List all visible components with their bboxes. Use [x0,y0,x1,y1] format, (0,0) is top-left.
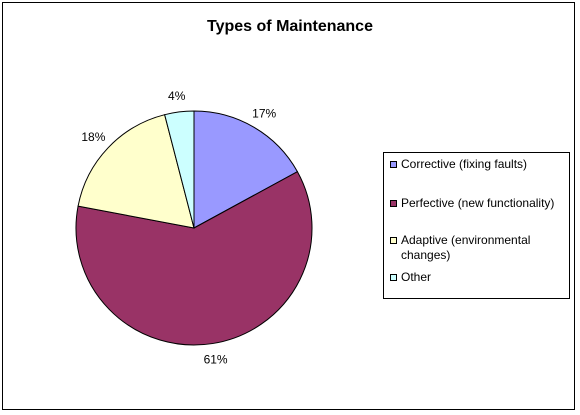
chart-title: Types of Maintenance [207,18,373,35]
pie-slice-corrective [193,110,299,229]
legend-swatch-other [390,274,397,281]
legend-label-adaptive: Adaptive (environmental changes) [401,233,531,262]
pie-label-perfective: 61% [204,352,228,366]
pie-label-corrective: 17% [252,107,276,121]
legend-swatch-adaptive [390,237,397,244]
legend: Corrective (fixing faults) Perfective (n… [383,152,570,299]
legend-label-corrective: Corrective (fixing faults) [401,157,528,171]
pie-slice-other [164,110,195,229]
legend-swatch-corrective [390,161,397,168]
pie-label-other: 4% [168,89,186,103]
legend-label-perfective: Perfective (new functionality) [401,196,555,210]
legend-swatch-perfective [390,200,397,207]
legend-label-other: Other [401,270,432,284]
pie-label-adaptive: 18% [81,130,105,144]
pie-slice-perfective [75,170,313,346]
pie-slice-adaptive [77,114,195,229]
